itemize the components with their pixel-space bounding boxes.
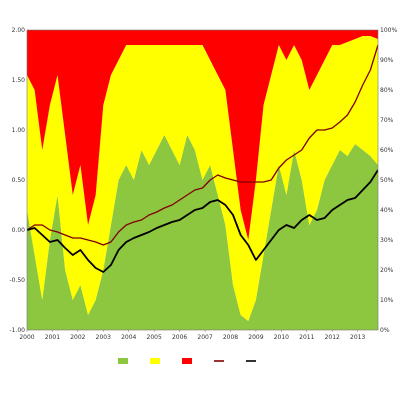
right-tick-label: 100% [380, 27, 397, 34]
x-tick-label: 2009 [248, 334, 263, 341]
state2-area [27, 36, 378, 321]
series-line-2 [27, 169, 378, 273]
right-tick-label: 10% [380, 297, 394, 304]
left-tick-label: 0.50 [12, 177, 26, 184]
x-tick-label: 2001 [45, 334, 60, 341]
right-tick-label: 90% [380, 57, 394, 64]
x-tick-label: 2008 [223, 334, 238, 341]
right-tick-label: 20% [380, 267, 394, 274]
right-tick-label: 30% [380, 237, 394, 244]
left-tick-label: 1.00 [12, 127, 26, 134]
plot-frame [26, 29, 379, 331]
left-tick-label: -1.00 [9, 327, 25, 334]
x-tick-label: 2012 [325, 334, 340, 341]
right-tick-label: 60% [380, 147, 394, 154]
right-tick-label: 80% [380, 87, 394, 94]
x-tick-label: 2003 [96, 334, 111, 341]
left-tick-label: -0.50 [9, 277, 25, 284]
legend-swatch [150, 358, 160, 364]
left-tick-label: 1.50 [12, 77, 26, 84]
x-tick-label: 2005 [147, 334, 162, 341]
x-tick-label: 2010 [274, 334, 289, 341]
probability-area-layer [27, 30, 378, 330]
x-tick-label: 2007 [197, 334, 212, 341]
right-tick-label: 0% [380, 327, 390, 334]
x-axis-ticks: 2000 2001 2002 2003 2004 2005 2006 2007 2008 2009… [19, 330, 365, 341]
series-line-1 [27, 44, 378, 246]
left-tick-label: 2.00 [12, 27, 26, 34]
legend-swatch [118, 358, 128, 364]
state1-area [27, 135, 378, 330]
left-tick-label: 0.00 [12, 227, 26, 234]
right-tick-label: 70% [380, 117, 394, 124]
x-tick-label: 2013 [350, 334, 365, 341]
x-tick-label: 2002 [70, 334, 85, 341]
x-tick-label: 2011 [299, 334, 314, 341]
right-tick-label: 50% [380, 177, 394, 184]
x-tick-label: 2000 [19, 334, 34, 341]
x-tick-label: 2004 [121, 334, 136, 341]
x-tick-label: 2006 [172, 334, 187, 341]
left-axis-ticks: -1.00 -0.50 0.00 0.50 1.00 1.50 2.00 [9, 27, 25, 334]
legend [118, 358, 256, 364]
right-tick-label: 40% [380, 207, 394, 214]
state3-area [27, 30, 378, 240]
line-layer [27, 44, 378, 273]
right-axis-ticks: 0% 10% 20% 30% 40% 50% 60% 70% 80% 90% 100% [380, 27, 397, 334]
legend-swatch [182, 358, 192, 364]
